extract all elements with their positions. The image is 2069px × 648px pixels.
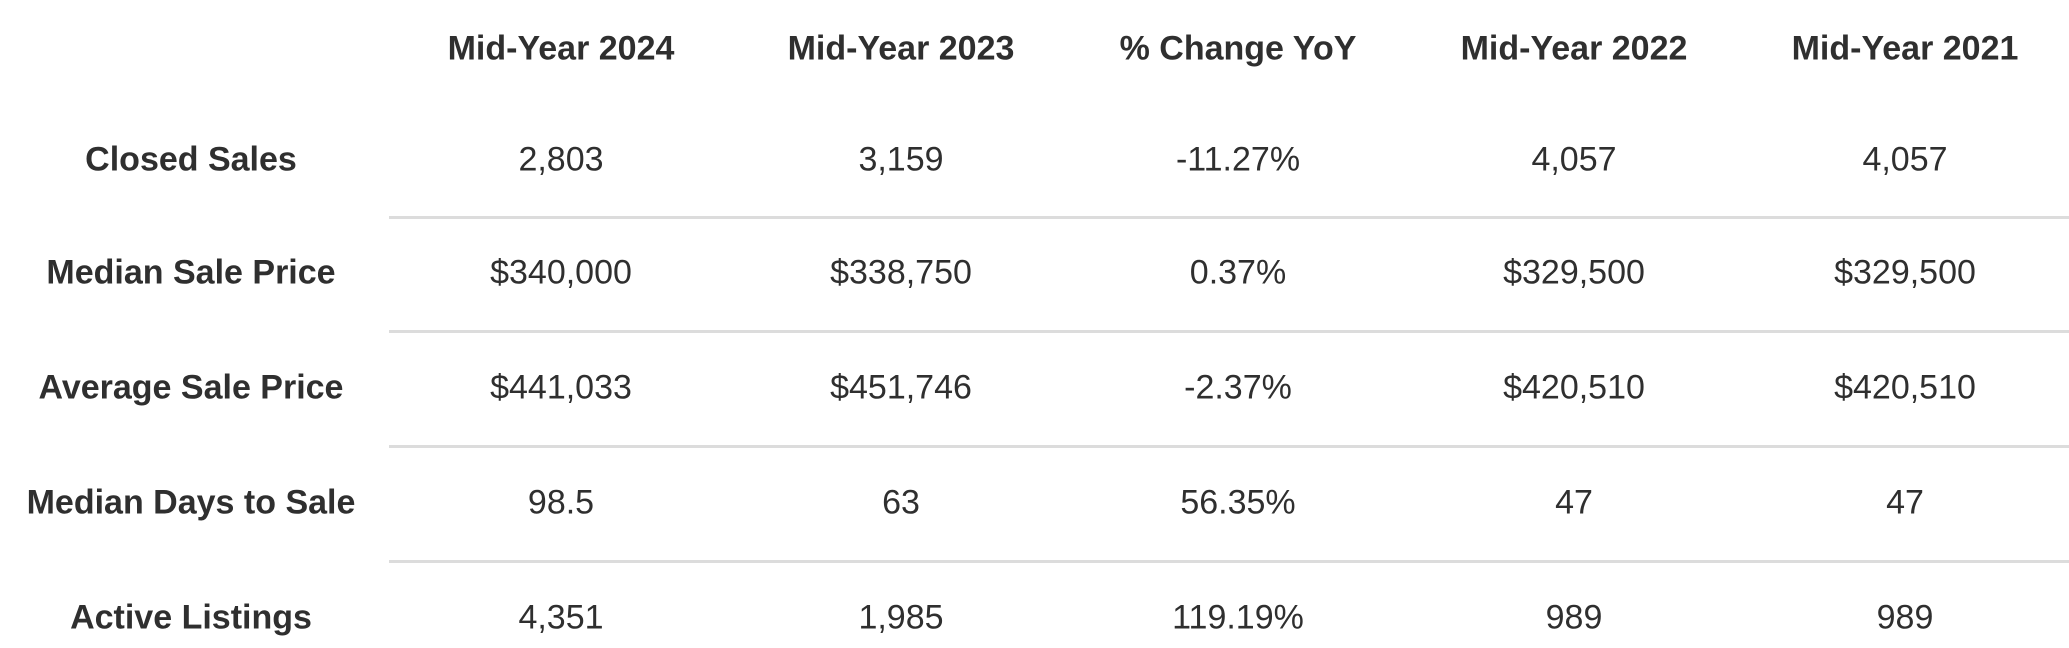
- column-header: Mid-Year 2024: [447, 29, 675, 68]
- table-cell: $340,000: [490, 253, 632, 292]
- table-cell: $329,500: [1834, 253, 1976, 292]
- table-cell: 47: [1555, 483, 1593, 522]
- table-cell: 989: [1876, 598, 1934, 637]
- table-cell: 119.19%: [1172, 598, 1304, 637]
- row-separator: [389, 329, 2069, 333]
- column-header: Mid-Year 2022: [1460, 29, 1688, 68]
- column-header: Mid-Year 2023: [787, 29, 1015, 68]
- table-cell: $329,500: [1503, 253, 1645, 292]
- row-label: Median Sale Price: [46, 253, 336, 292]
- table-cell: 56.35%: [1180, 483, 1296, 522]
- table-cell: $420,510: [1834, 368, 1976, 407]
- table-cell: -11.27%: [1175, 140, 1301, 179]
- column-header: % Change YoY: [1119, 29, 1357, 68]
- table-cell: $451,746: [830, 368, 972, 407]
- table-cell: -2.37%: [1184, 368, 1292, 407]
- table-cell: 98.5: [527, 483, 595, 522]
- table-cell: $420,510: [1503, 368, 1645, 407]
- row-label: Active Listings: [70, 598, 312, 637]
- table-cell: 989: [1545, 598, 1603, 637]
- row-label: Average Sale Price: [38, 368, 344, 407]
- table-cell: 63: [882, 483, 920, 522]
- table-cell: 47: [1886, 483, 1924, 522]
- table-cell: 4,351: [518, 598, 604, 637]
- table-cell: 4,057: [1862, 140, 1948, 179]
- table-cell: 2,803: [518, 140, 604, 179]
- row-separator: [389, 444, 2069, 448]
- column-header: Mid-Year 2021: [1791, 29, 2019, 68]
- table-cell: 1,985: [858, 598, 944, 637]
- table-cell: $441,033: [490, 368, 632, 407]
- table-cell: 4,057: [1531, 140, 1617, 179]
- row-separator: [389, 215, 2069, 219]
- row-label: Median Days to Sale: [26, 483, 356, 522]
- row-separator: [389, 559, 2069, 563]
- row-label: Closed Sales: [85, 140, 297, 179]
- table-cell: 0.37%: [1189, 253, 1287, 292]
- table-cell: $338,750: [830, 253, 972, 292]
- table-cell: 3,159: [858, 140, 944, 179]
